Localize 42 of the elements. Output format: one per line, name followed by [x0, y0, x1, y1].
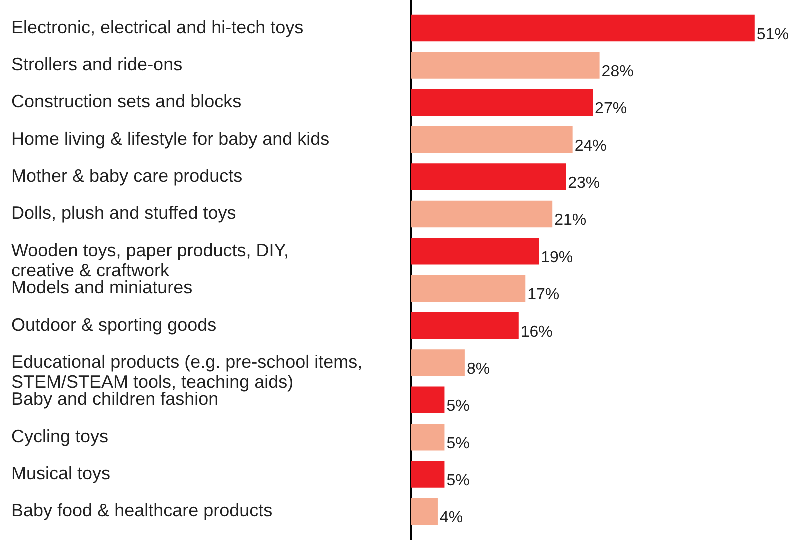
- bar: [411, 238, 540, 265]
- y-tick-label: Home living & lifestyle for baby and kids: [12, 128, 330, 149]
- data-label: 21%: [554, 212, 587, 230]
- data-label: 28%: [602, 63, 634, 80]
- bar: [411, 350, 465, 376]
- data-label: 19%: [541, 249, 574, 266]
- y-tick-label: Mother & baby care products: [12, 166, 243, 186]
- data-label: 27%: [595, 100, 628, 118]
- bar: [411, 275, 526, 302]
- data-label: 5%: [446, 435, 470, 452]
- y-tick-label: Wooden toys, paper products, DIY, creative & craftwork: [12, 240, 289, 280]
- data-label: 8%: [466, 360, 490, 378]
- data-label: 17%: [528, 286, 560, 304]
- data-label: 5%: [446, 472, 470, 490]
- y-tick-label: Construction sets and blocks: [12, 92, 242, 112]
- data-label: 5%: [446, 398, 470, 416]
- y-tick-label: Baby food & healthcare products: [12, 500, 273, 521]
- bar: [411, 386, 445, 414]
- bar: [411, 498, 438, 526]
- bar: [411, 312, 519, 340]
- bar: [411, 52, 600, 79]
- bar: [411, 200, 553, 228]
- bar: [411, 14, 755, 42]
- y-tick-label: Electronic, electrical and hi-tech toys: [12, 17, 304, 38]
- bar: [411, 461, 445, 488]
- data-label: 4%: [440, 510, 464, 527]
- y-tick-label: Musical toys: [12, 464, 111, 484]
- bar: [411, 424, 445, 451]
- y-tick-label: Educational products (e.g. pre-school items, STEM/STEAM tools, teaching aids): [12, 352, 363, 392]
- y-tick-label: Strollers and ride-ons: [12, 54, 183, 74]
- y-tick-label: Models and miniatures: [12, 278, 193, 298]
- bar: [411, 89, 594, 116]
- y-tick-label: Baby and children fashion: [12, 389, 219, 410]
- data-label: 16%: [520, 324, 553, 341]
- y-tick-label: Outdoor & sporting goods: [12, 314, 217, 335]
- y-tick-label: Dolls, plush and stuffed toys: [12, 203, 236, 224]
- data-label: 23%: [568, 175, 600, 192]
- y-tick-label: Cycling toys: [12, 426, 109, 446]
- bar: [411, 164, 566, 190]
- bar: [411, 126, 573, 154]
- data-label: 51%: [756, 26, 789, 44]
- data-label: 24%: [574, 138, 607, 155]
